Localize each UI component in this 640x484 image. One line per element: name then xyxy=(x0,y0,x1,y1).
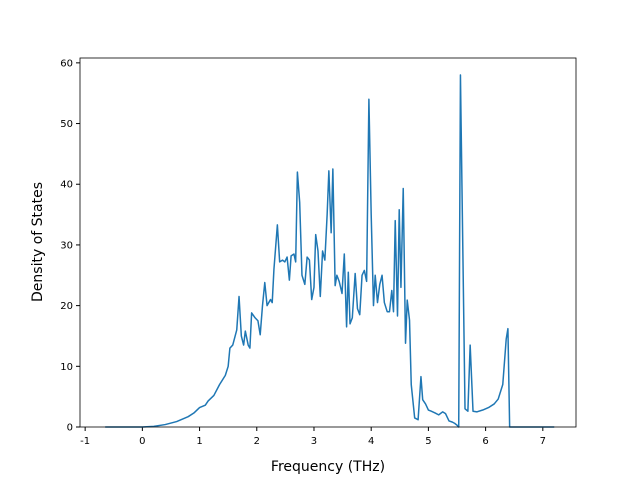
x-axis-label: Frequency (THz) xyxy=(271,459,385,475)
y-tick-label: 40 xyxy=(60,180,73,191)
x-tick-label: 0 xyxy=(139,436,145,447)
x-tick-label: 6 xyxy=(482,436,488,447)
x-tick-label: -1 xyxy=(80,436,90,447)
y-tick-label: 10 xyxy=(60,362,73,373)
y-tick-label: 50 xyxy=(60,119,73,130)
y-tick-label: 0 xyxy=(67,423,73,434)
x-tick-label: 7 xyxy=(540,436,546,447)
plot-frame xyxy=(79,57,577,428)
x-tick-label: 2 xyxy=(254,436,260,447)
y-axis-label: Density of States xyxy=(30,182,46,302)
x-tick-label: 1 xyxy=(196,436,202,447)
x-tick-label: 4 xyxy=(368,436,374,447)
x-tick-label: 5 xyxy=(425,436,431,447)
y-tick-label: 20 xyxy=(60,301,73,312)
y-tick-label: 60 xyxy=(60,58,73,69)
x-tick-label: 3 xyxy=(311,436,317,447)
line xyxy=(105,74,555,428)
y-tick-label: 30 xyxy=(60,240,73,251)
